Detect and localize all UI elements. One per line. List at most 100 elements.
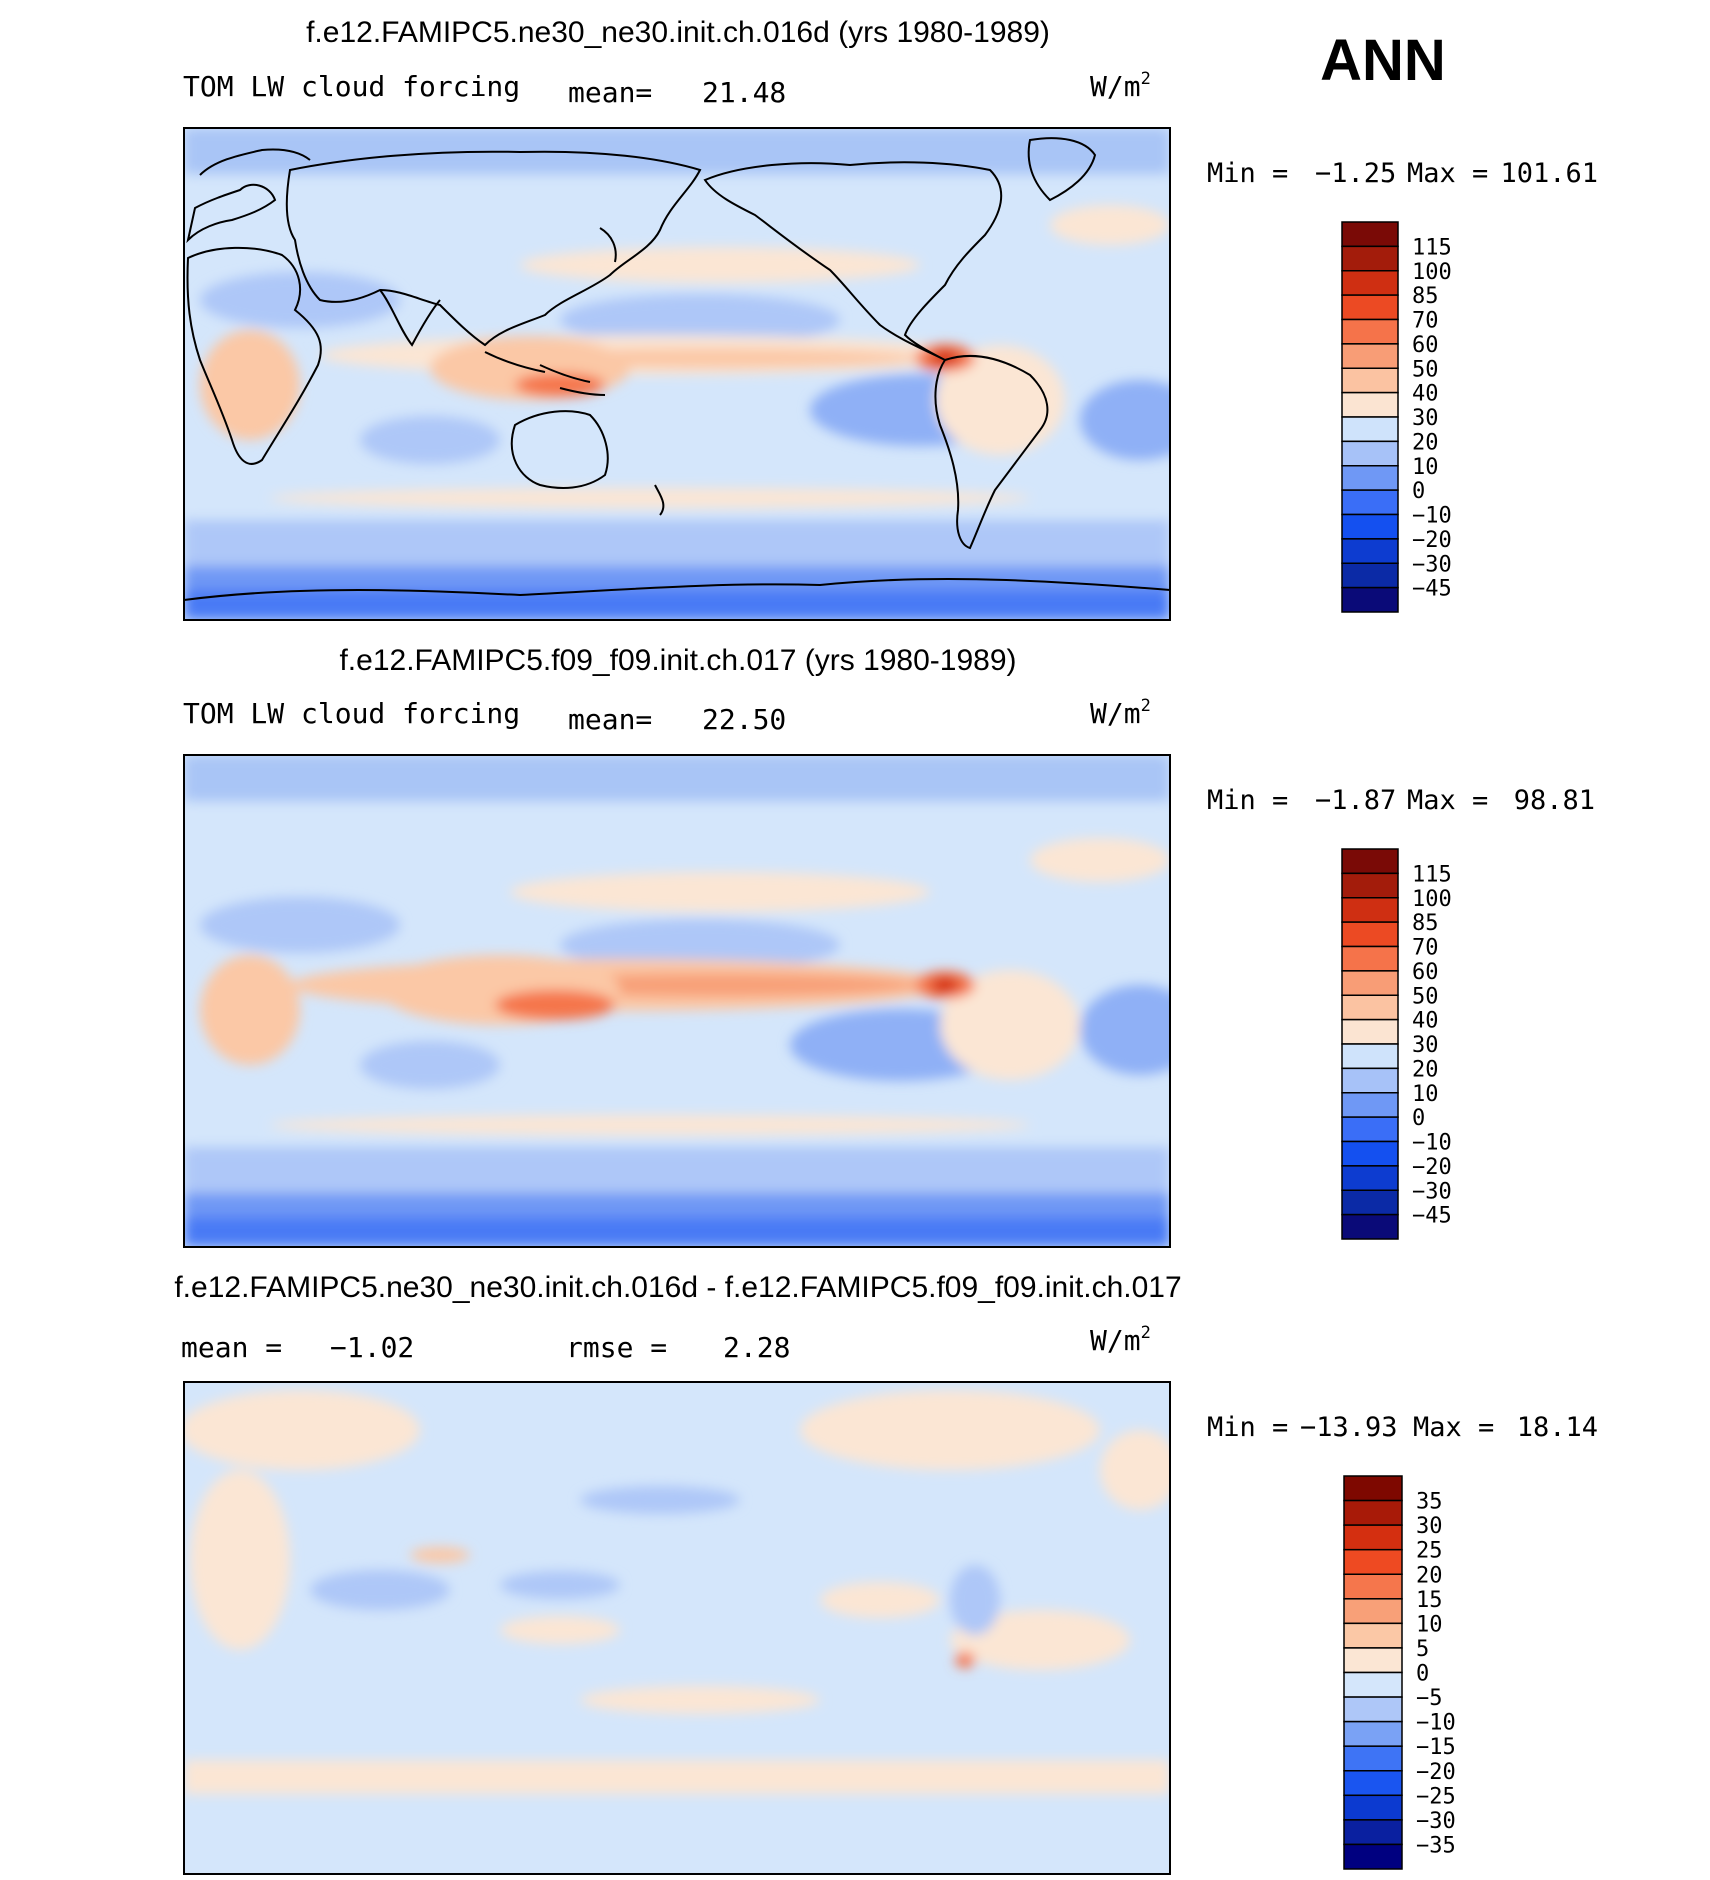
n-atlantic-band	[1030, 838, 1170, 882]
map-frame	[183, 127, 1171, 621]
subtropical-low-cloud	[560, 919, 840, 971]
colorbar-swatch	[1341, 318, 1399, 345]
colorbar-swatch	[1341, 513, 1399, 540]
colorbar-tick-label: 85	[1412, 911, 1439, 936]
colorbar-swatch	[1341, 1189, 1399, 1216]
colorbar-tick-label: 20	[1412, 430, 1439, 455]
se-atlantic-low	[1080, 985, 1170, 1075]
colorbar-swatch	[1343, 1843, 1403, 1870]
colorbar-swatch	[1343, 1598, 1403, 1625]
colorbar-swatch	[1341, 872, 1399, 899]
max-value: 101.61	[1500, 158, 1598, 189]
colorbar-tick-label: 50	[1412, 984, 1439, 1009]
colorbar-swatch	[1341, 245, 1399, 272]
subtropical-low-cloud	[560, 294, 840, 346]
southern-storm-track	[270, 488, 1030, 508]
negative-region	[580, 1486, 740, 1514]
colorbar-tick-label: 85	[1412, 284, 1439, 309]
colorbar-swatch	[1343, 1573, 1403, 1600]
indian-ocean-low	[360, 1041, 500, 1089]
positive-region	[820, 1582, 940, 1618]
colombia-core	[931, 977, 959, 993]
colorbar-tick-label: −45	[1412, 1204, 1452, 1229]
colorbar-swatch	[1341, 1043, 1399, 1070]
colorbar-tick-label: 20	[1412, 1057, 1439, 1082]
max-label: Max =	[1407, 785, 1488, 816]
units-label: W/m2	[1090, 696, 1151, 730]
map-f09	[183, 754, 1171, 1248]
rmse-label: rmse =	[566, 1331, 667, 1364]
colorbar-swatch	[1341, 489, 1399, 516]
mean-value: −1.02	[330, 1331, 414, 1364]
colorbar-tick-label: 0	[1416, 1662, 1429, 1687]
colorbar-swatch	[1343, 1524, 1403, 1551]
negative-region	[950, 1565, 1000, 1635]
africa-deep-convection	[200, 330, 300, 440]
colorbar-tick-label: 60	[1412, 960, 1439, 985]
panel-f09: f.e12.FAMIPC5.f09_f09.init.ch.017 (yrs 1…	[183, 644, 1595, 1248]
colorbar-tick-label: −10	[1412, 504, 1452, 529]
colorbar-tick-label: −15	[1416, 1735, 1456, 1760]
variable-label: TOM LW cloud forcing	[183, 70, 520, 103]
southern-ocean-band	[184, 1147, 1170, 1193]
colorbar-swatch	[1341, 994, 1399, 1021]
colorbar-tick-label: 40	[1412, 1009, 1439, 1034]
se-atlantic-low	[1080, 380, 1170, 460]
colorbar-swatch	[1343, 1794, 1403, 1821]
colorbar-swatch	[1341, 1165, 1399, 1191]
negative-region	[310, 1570, 450, 1610]
min-label: Min =	[1207, 1412, 1288, 1443]
colorbar-tick-label: −30	[1416, 1809, 1456, 1834]
positive-max	[955, 1652, 975, 1668]
negative-region	[500, 1571, 620, 1599]
mean-value: 22.50	[702, 703, 786, 736]
units-label: W/m2	[1090, 69, 1151, 103]
warm-pool-core	[495, 990, 615, 1020]
colorbar-tick-label: 100	[1412, 260, 1452, 285]
colorbar-tick-label: 30	[1412, 406, 1439, 431]
min-value: −13.93	[1300, 1412, 1398, 1443]
colorbar-swatch	[1341, 538, 1399, 564]
colorbar-tick-label: 0	[1412, 479, 1425, 504]
positive-max	[410, 1547, 470, 1563]
positive-region	[190, 1470, 290, 1650]
colorbar-swatch	[1343, 1622, 1403, 1649]
colorbar-tick-label: 10	[1412, 1082, 1439, 1107]
arctic-band	[184, 755, 1170, 801]
min-label: Min =	[1207, 785, 1288, 816]
max-value: 18.14	[1517, 1412, 1598, 1443]
colorbar-tick-label: 20	[1416, 1563, 1443, 1588]
max-label: Max =	[1413, 1412, 1494, 1443]
colorbar-swatch	[1341, 945, 1399, 972]
amazon-convection	[935, 345, 1065, 455]
min-label: Min =	[1207, 158, 1288, 189]
panel-title: f.e12.FAMIPC5.f09_f09.init.ch.017 (yrs 1…	[339, 644, 1016, 677]
colorbar-swatch	[1341, 367, 1399, 394]
colorbar-swatch	[1343, 1647, 1403, 1674]
panel-ne30: f.e12.FAMIPC5.ne30_ne30.init.ch.016d (yr…	[183, 16, 1598, 621]
contour-fields	[184, 755, 1170, 1247]
panel-title: f.e12.FAMIPC5.ne30_ne30.init.ch.016d - f…	[174, 1271, 1181, 1304]
colorbar-tick-label: −35	[1416, 1833, 1456, 1858]
colorbar-swatch	[1341, 586, 1399, 613]
colorbar-tick-label: 60	[1412, 333, 1439, 358]
colorbar-tick-label: −30	[1412, 1179, 1452, 1204]
colorbar-swatch	[1341, 1092, 1399, 1118]
colorbar-swatch	[1341, 970, 1399, 996]
map-ne30	[183, 127, 1171, 621]
antarctic-neutral	[184, 1820, 1170, 1874]
mean-label: mean=	[568, 703, 652, 736]
positive-region	[184, 1390, 420, 1470]
colorbar-tick-label: 70	[1412, 936, 1439, 961]
colorbar-tick-label: 100	[1412, 887, 1452, 912]
colorbar-tick-label: 50	[1412, 357, 1439, 382]
n-pacific-band	[520, 247, 920, 283]
map-frame	[183, 1381, 1171, 1875]
map-difference	[183, 1381, 1171, 1875]
mean-label: mean =	[181, 1331, 282, 1364]
colorbar-tick-label: 40	[1412, 382, 1439, 407]
positive-region	[500, 1616, 620, 1644]
